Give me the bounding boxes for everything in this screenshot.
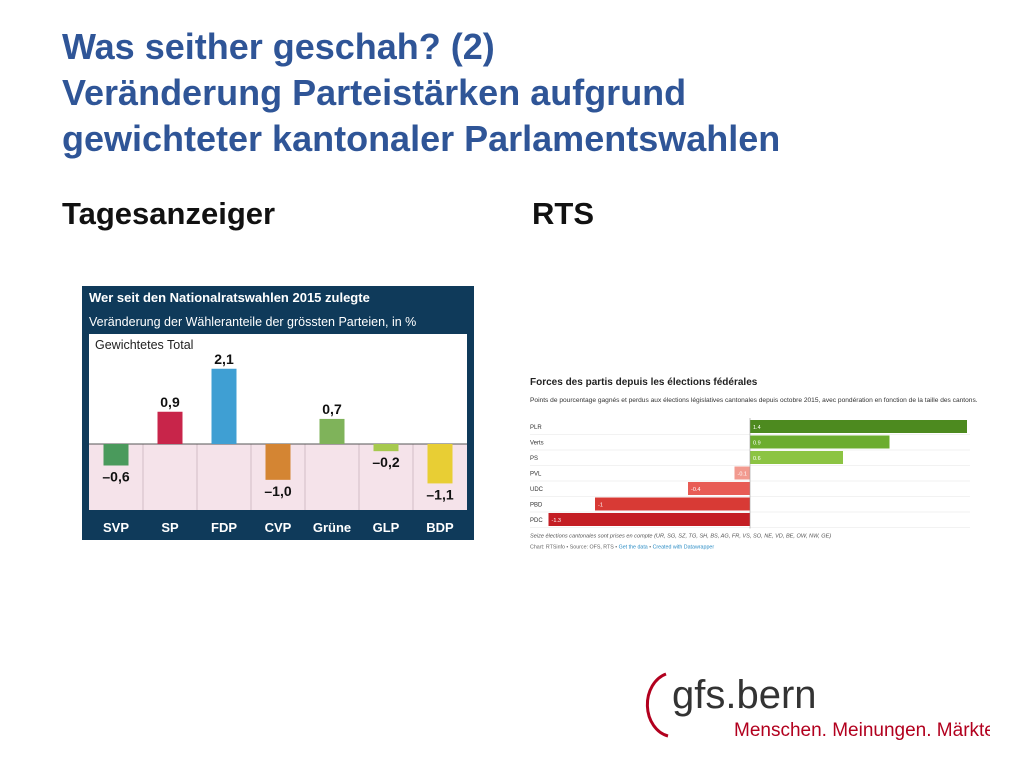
title-line-3: gewichteter kantonaler Parlamentswahlen (62, 118, 781, 159)
title-line-1: Was seither geschah? (2) (62, 26, 495, 67)
rts-source-text: Chart: RTSinfo • Source: OFS, RTS • (530, 545, 619, 551)
title-line-2: Veränderung Parteistärken aufgrund (62, 72, 687, 113)
rts-bar-ps (750, 451, 843, 464)
rts-category-label-verts: Verts (530, 441, 544, 447)
rts-source-line: Chart: RTSinfo • Source: OFS, RTS • Get … (530, 545, 714, 551)
rts-bar-pbd (595, 497, 750, 511)
category-label-fdp: FDP (211, 520, 237, 535)
rts-value-label-plr: 1.4 (753, 425, 761, 431)
rts-value-label-udc: -0.4 (691, 487, 700, 493)
rts-chart-title: Forces des partis depuis les élections f… (530, 377, 758, 388)
rts-value-label-pdc: -1.3 (552, 518, 561, 524)
rts-get-data-link[interactable]: Get the data (619, 545, 648, 551)
value-label-glp: –0,2 (372, 454, 399, 470)
logo-name: gfs.bern (672, 673, 817, 717)
plot-area-positive (89, 334, 467, 444)
bar-grüne (319, 418, 345, 444)
slide-title: Was seither geschah? (2) Veränderung Par… (62, 24, 1002, 162)
bar-cvp (265, 444, 291, 480)
rts-value-label-pvl: -0.1 (738, 472, 747, 478)
bar-bdp (427, 444, 453, 484)
logo-arc (645, 672, 669, 738)
subtitle-tagesanzeiger: Tagesanzeiger (62, 196, 276, 231)
bar-sp (157, 411, 183, 444)
category-label-cvp: CVP (265, 520, 292, 535)
tagesanzeiger-bar-chart: Wer seit den Nationalratswahlen 2015 zul… (82, 286, 474, 540)
category-label-grüne: Grüne (313, 520, 351, 535)
category-label-svp: SVP (103, 520, 129, 535)
rts-chart-subtitle-line-1: Points de pourcentage gagnés et perdus a… (530, 397, 978, 404)
rts-datawrapper-link[interactable]: Created with Datawrapper (653, 545, 715, 551)
rts-source-separator: • (648, 545, 653, 551)
value-label-bdp: –1,1 (426, 486, 453, 502)
bar-svp (103, 444, 129, 466)
rts-horizontal-bar-chart: Forces des partis depuis les élections f… (530, 377, 978, 551)
rts-category-label-plr: PLR (530, 425, 542, 431)
category-label-sp: SP (161, 520, 179, 535)
gfs-bern-logo: gfs.bern Menschen. Meinungen. Märkte. (645, 672, 990, 741)
rts-footnote: Seize élections cantonales sont prises e… (530, 534, 831, 540)
bar-glp (373, 444, 399, 452)
rts-bar-verts (750, 435, 890, 449)
rts-value-label-pbd: -1 (598, 503, 603, 509)
category-label-bdp: BDP (426, 520, 454, 535)
subtitle-rts: RTS (532, 196, 594, 231)
category-label-glp: GLP (373, 520, 400, 535)
rts-bar-udc (688, 482, 750, 495)
rts-category-label-ps: PS (530, 456, 538, 462)
bar-fdp (211, 368, 237, 444)
rts-category-label-pbd: PBD (530, 503, 543, 509)
chart-subtitle: Veränderung der Wähleranteile der grösst… (89, 315, 416, 329)
rts-category-label-pdc: PDC (530, 518, 543, 524)
logo-tagline: Menschen. Meinungen. Märkte. (734, 720, 990, 741)
value-label-sp: 0,9 (160, 394, 180, 410)
rts-value-label-verts: 0.9 (753, 441, 761, 447)
rts-bar-plr (750, 420, 967, 433)
rts-bar-pdc (548, 513, 750, 526)
value-label-fdp: 2,1 (214, 351, 234, 367)
chart-title: Wer seit den Nationalratswahlen 2015 zul… (89, 290, 370, 305)
chart-panel-label: Gewichtetes Total (95, 338, 193, 352)
value-label-grüne: 0,7 (322, 401, 342, 417)
rts-value-label-ps: 0.6 (753, 456, 761, 462)
rts-category-label-udc: UDC (530, 487, 544, 493)
rts-category-label-pvl: PVL (530, 472, 542, 478)
rts-bar-pvl (734, 466, 750, 480)
value-label-cvp: –1,0 (264, 483, 291, 499)
value-label-svp: –0,6 (102, 469, 129, 485)
